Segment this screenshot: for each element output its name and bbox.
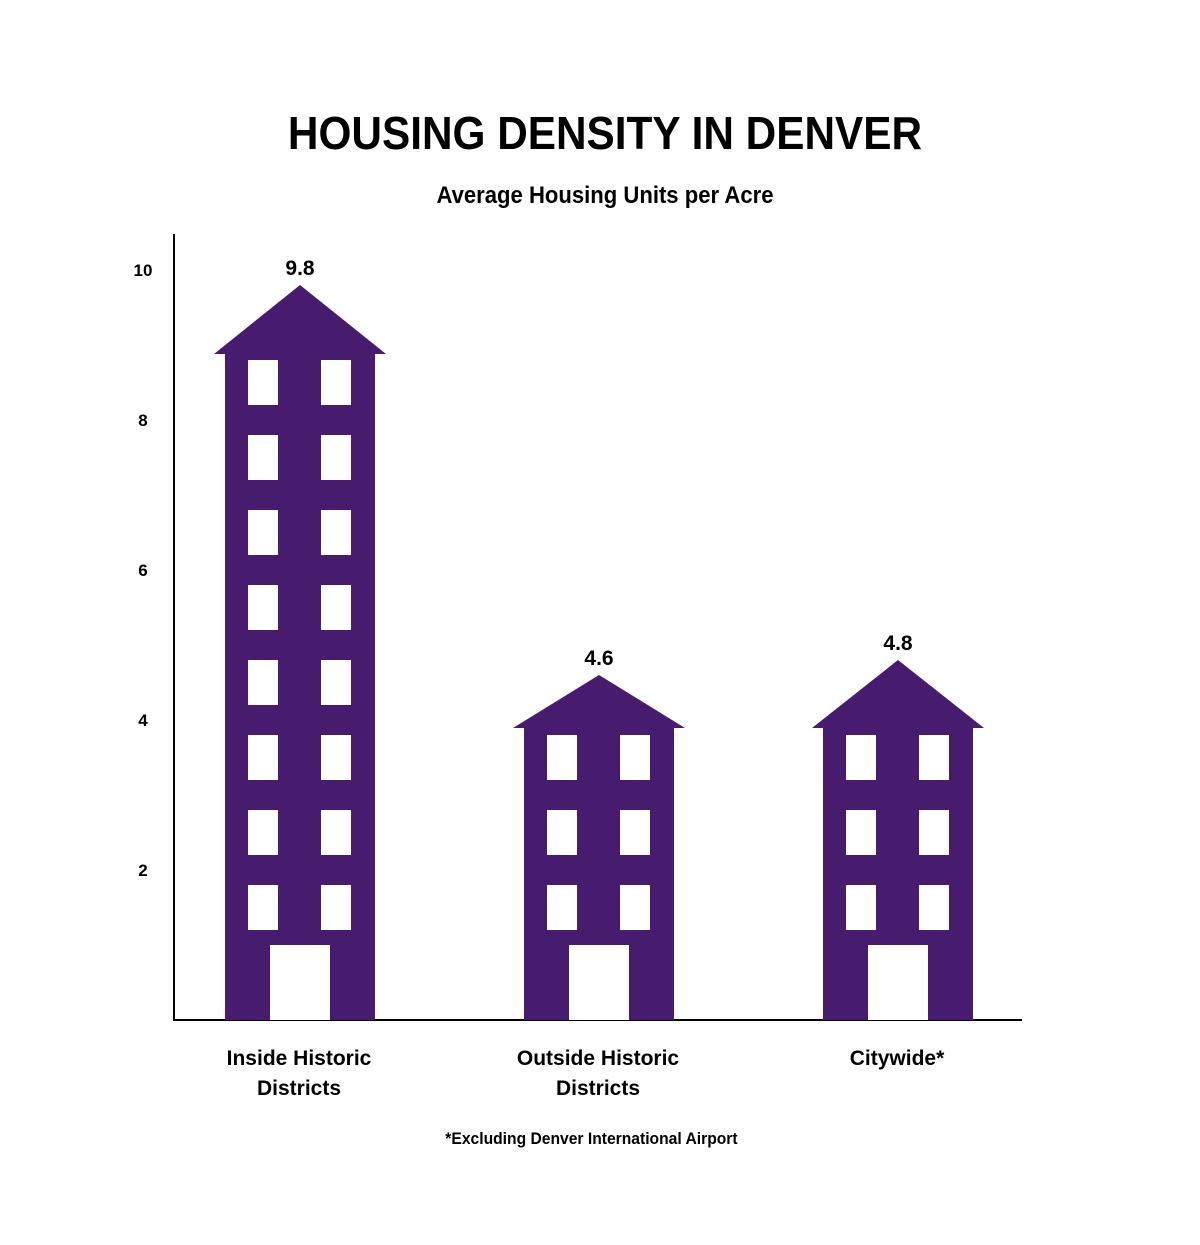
bar-building-roof bbox=[214, 285, 386, 354]
y-tick-label: 4 bbox=[138, 711, 148, 730]
data-label: 4.6 bbox=[584, 647, 613, 670]
building-window bbox=[846, 885, 876, 930]
x-tick-label: Citywide* bbox=[850, 1047, 945, 1070]
building-window bbox=[919, 810, 949, 855]
y-tick-label: 2 bbox=[138, 861, 147, 880]
x-tick-label: Districts bbox=[257, 1077, 341, 1100]
building-window bbox=[248, 735, 278, 780]
building-window bbox=[248, 435, 278, 480]
building-window bbox=[321, 885, 351, 930]
building-window bbox=[248, 360, 278, 405]
x-tick-label: Districts bbox=[556, 1077, 640, 1100]
building-window bbox=[321, 585, 351, 630]
building-window bbox=[321, 510, 351, 555]
building-window bbox=[547, 885, 577, 930]
building-window bbox=[248, 585, 278, 630]
footnote: *Excluding Denver International Airport bbox=[445, 1129, 738, 1148]
chart-title: HOUSING DENSITY IN DENVER bbox=[287, 107, 923, 159]
y-tick-label: 10 bbox=[134, 261, 153, 280]
y-tick-label: 6 bbox=[138, 561, 147, 580]
building-door bbox=[270, 945, 330, 1020]
bar-building-roof bbox=[812, 660, 984, 728]
building-window bbox=[321, 660, 351, 705]
building-window bbox=[547, 735, 577, 780]
building-window bbox=[547, 810, 577, 855]
building-window bbox=[248, 510, 278, 555]
building-door bbox=[868, 945, 928, 1020]
bar-building-roof bbox=[513, 675, 685, 728]
building-window bbox=[321, 735, 351, 780]
building-window bbox=[620, 885, 650, 930]
building-window bbox=[919, 735, 949, 780]
y-tick-label: 8 bbox=[138, 411, 147, 430]
chart-subtitle: Average Housing Units per Acre bbox=[436, 182, 774, 209]
data-label: 4.8 bbox=[883, 632, 913, 655]
building-window bbox=[248, 810, 278, 855]
building-window bbox=[620, 810, 650, 855]
x-tick-label: Inside Historic bbox=[227, 1047, 372, 1070]
building-window bbox=[248, 885, 278, 930]
bar-building-body bbox=[225, 354, 375, 1020]
building-window bbox=[321, 360, 351, 405]
building-window bbox=[846, 735, 876, 780]
building-window bbox=[248, 660, 278, 705]
building-window bbox=[919, 885, 949, 930]
building-window bbox=[321, 435, 351, 480]
building-window bbox=[620, 735, 650, 780]
building-window bbox=[846, 810, 876, 855]
building-door bbox=[569, 945, 629, 1020]
building-window bbox=[321, 810, 351, 855]
data-label: 9.8 bbox=[285, 257, 315, 280]
x-tick-label: Outside Historic bbox=[517, 1047, 680, 1070]
